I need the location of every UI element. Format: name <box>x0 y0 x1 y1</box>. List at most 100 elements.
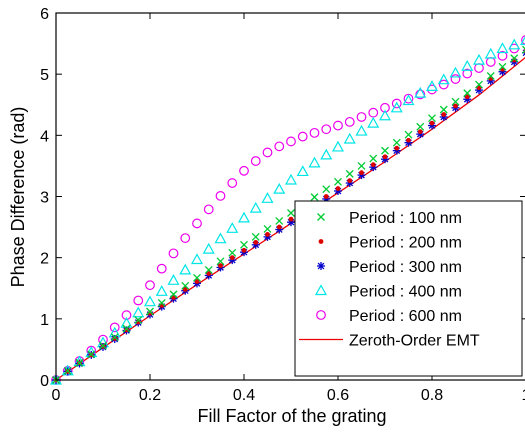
x-tick-label: 0.2 <box>139 387 161 404</box>
data-point <box>390 101 403 113</box>
data-point <box>240 240 248 249</box>
data-point <box>344 116 355 127</box>
data-point <box>415 89 426 100</box>
data-point <box>250 156 261 166</box>
data-point <box>110 333 119 342</box>
data-point <box>287 209 295 217</box>
data-point <box>273 182 286 194</box>
data-point <box>226 222 239 233</box>
legend-label: Period : 600 nm <box>349 308 462 325</box>
data-point <box>194 279 200 284</box>
data-point <box>368 107 379 118</box>
data-point <box>249 201 262 213</box>
data-point <box>461 59 474 71</box>
data-point <box>429 120 435 126</box>
series-5 <box>51 35 525 385</box>
data-point <box>204 265 213 274</box>
data-point <box>417 129 423 135</box>
data-point <box>486 72 495 80</box>
data-point <box>168 248 179 259</box>
x-axis: 0 0.2 0.4 0.6 0.8 1 <box>52 13 525 404</box>
data-point <box>359 170 364 176</box>
data-point <box>109 322 120 333</box>
legend-marker <box>318 239 324 244</box>
data-point <box>276 224 282 230</box>
data-point <box>265 232 270 237</box>
x-tick-label: 1 <box>522 387 525 404</box>
data-point <box>193 273 201 282</box>
data-point <box>497 50 508 61</box>
data-point <box>251 232 260 241</box>
data-point <box>356 112 367 122</box>
x-tick-label: 0.4 <box>233 387 255 404</box>
data-point <box>464 94 470 100</box>
data-point <box>347 178 353 183</box>
data-point <box>425 80 439 92</box>
data-point <box>112 336 118 341</box>
data-point <box>190 253 204 265</box>
y-tick-label: 6 <box>40 6 49 23</box>
data-point <box>310 193 319 202</box>
y-tick-label: 1 <box>40 312 49 329</box>
data-point <box>437 73 450 85</box>
data-point <box>156 263 167 274</box>
data-point <box>416 122 425 131</box>
data-point <box>180 233 191 243</box>
data-point <box>228 248 237 257</box>
data-point <box>181 281 190 290</box>
data-point <box>320 148 333 160</box>
legend-label: Period : 200 nm <box>349 235 462 252</box>
data-point <box>381 146 389 155</box>
legend-box <box>294 200 523 377</box>
data-point <box>284 173 298 185</box>
data-point <box>449 66 462 78</box>
data-point <box>263 224 272 233</box>
legend-marker <box>317 213 325 221</box>
data-point <box>510 54 519 63</box>
data-point <box>253 239 259 245</box>
data-point <box>334 177 342 186</box>
data-point <box>378 109 392 121</box>
x-tick-label: 0.6 <box>327 387 349 404</box>
data-point <box>522 45 525 54</box>
data-point <box>462 68 473 79</box>
data-point <box>218 263 223 269</box>
data-point <box>331 140 345 152</box>
data-point <box>167 274 180 285</box>
legend-label: Period : 400 nm <box>349 284 462 301</box>
data-point <box>206 271 212 276</box>
data-point <box>145 280 155 291</box>
data-point <box>333 120 343 131</box>
y-tick-label: 2 <box>40 251 49 268</box>
x-axis-label: Fill Factor of the grating <box>197 406 386 426</box>
data-point <box>262 147 273 158</box>
data-point <box>192 218 202 229</box>
data-point <box>439 105 448 114</box>
data-point <box>453 103 458 109</box>
data-point <box>122 324 131 333</box>
data-point <box>87 350 96 359</box>
data-point <box>472 53 486 65</box>
data-point <box>394 145 400 151</box>
chart-marks <box>49 35 525 385</box>
data-point <box>498 62 507 71</box>
data-point <box>309 127 320 138</box>
data-point <box>132 306 145 318</box>
data-point <box>157 298 166 307</box>
data-point <box>75 358 84 367</box>
legend-marker <box>314 284 328 296</box>
data-point <box>297 131 308 142</box>
data-point <box>496 42 509 54</box>
data-point <box>203 204 214 215</box>
data-point <box>485 57 496 67</box>
data-point <box>402 94 415 106</box>
data-point <box>382 154 388 160</box>
data-point <box>169 290 178 299</box>
data-point <box>404 130 413 139</box>
data-point <box>274 141 285 152</box>
data-point <box>428 114 436 123</box>
data-point <box>380 102 390 113</box>
data-point <box>451 97 460 106</box>
data-point <box>227 178 238 188</box>
